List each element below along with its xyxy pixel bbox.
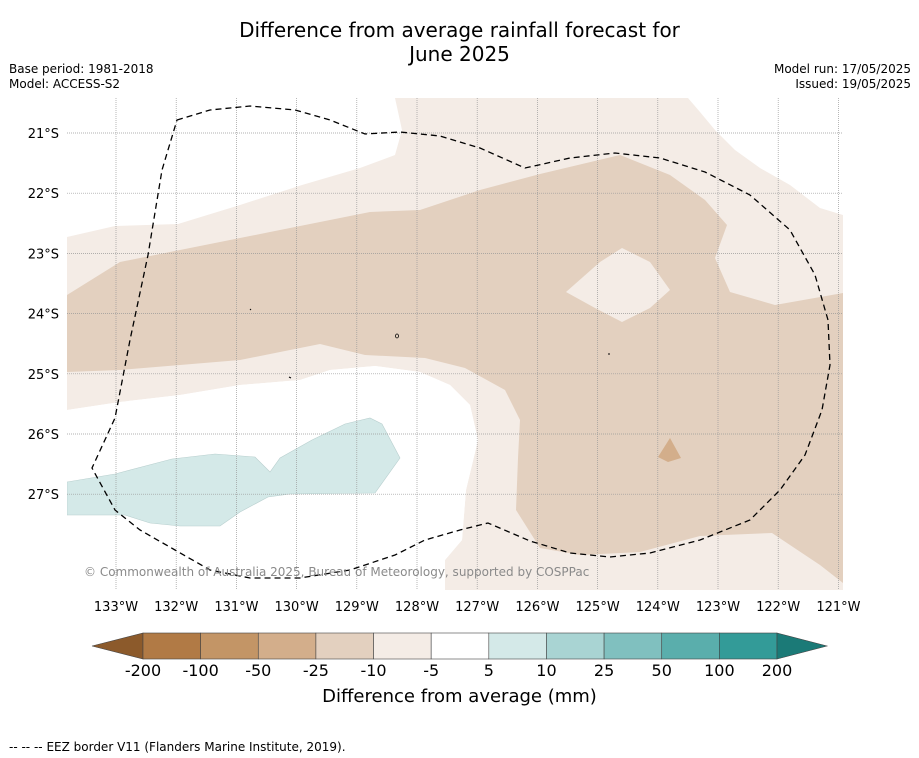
colorbar-segment <box>430 632 490 660</box>
eez-legend-dashes: -- -- -- <box>9 740 43 754</box>
colorbar-segment <box>719 632 778 660</box>
lat-label: 21°S <box>28 127 59 142</box>
lon-label: 123°W <box>696 600 740 615</box>
lon-label: 133°W <box>94 600 138 615</box>
lon-label: 126°W <box>515 600 559 615</box>
lon-label: 130°W <box>275 600 319 615</box>
colorbar-segment <box>373 632 432 660</box>
model-run: Model run: 17/05/2025 <box>773 62 911 76</box>
lon-label: 127°W <box>455 600 499 615</box>
gridlines <box>67 98 843 590</box>
colorbar-tick-label: -100 <box>182 661 218 680</box>
lon-label: 131°W <box>214 600 258 615</box>
colorbar-tick-label: -50 <box>245 661 271 680</box>
colorbar-segment <box>142 632 201 660</box>
eez-border <box>91 105 831 579</box>
lat-label: 23°S <box>28 247 59 262</box>
model-name: Model: ACCESS-S2 <box>9 77 121 91</box>
colorbar-tick-label: 10 <box>536 661 556 680</box>
lon-label: 128°W <box>395 600 439 615</box>
issued-date: Issued: 19/05/2025 <box>795 77 911 91</box>
lat-label: 26°S <box>28 428 59 443</box>
lat-label: 22°S <box>28 187 59 202</box>
colorbar-tick-label: 5 <box>484 661 494 680</box>
rainfall-map: 21°S22°S23°S24°S25°S26°S27°S 133°W 132°W 1… <box>28 98 861 615</box>
chart-title: Difference from average rainfall forecas… <box>0 18 919 66</box>
lon-label: 132°W <box>154 600 198 615</box>
lon-label: 122°W <box>756 600 800 615</box>
colorbar-segment <box>603 632 663 660</box>
colorbar-tick-label: 50 <box>652 661 672 680</box>
colorbar-tick-label: -200 <box>125 661 161 680</box>
title-line-2: June 2025 <box>409 42 510 66</box>
title-line-1: Difference from average rainfall forecas… <box>239 18 680 42</box>
colorbar-segment <box>488 632 547 660</box>
wet-region <box>67 417 401 527</box>
colorbar-extend-low <box>91 632 144 660</box>
neutral-top-right <box>688 98 843 215</box>
lon-label: 129°W <box>335 600 379 615</box>
colorbar-segment <box>257 632 317 660</box>
colorbar-title: Difference from average (mm) <box>322 686 597 707</box>
lat-label: 27°S <box>28 488 59 503</box>
colorbar-segment <box>200 632 259 660</box>
colorbar-segment <box>661 632 720 660</box>
colorbar-segment <box>315 632 374 660</box>
longitude-labels: 133°W 132°W 131°W 130°W 129°W 128°W 127°W 126°W… <box>94 600 861 615</box>
eez-legend-text: EEZ border V11 (Flanders Marine Institut… <box>46 740 346 754</box>
colorbar-extend-high <box>776 632 829 660</box>
eez-legend: -- -- -- EEZ border V11 (Flanders Marine… <box>9 740 346 754</box>
colorbar-tick-label: 200 <box>762 661 793 680</box>
neutral-spot <box>67 98 72 120</box>
lat-label: 24°S <box>28 308 59 323</box>
lon-label: 125°W <box>576 600 620 615</box>
colorbar-segment <box>546 632 605 660</box>
colorbar-tick-label: 100 <box>704 661 735 680</box>
meta-left: Base period: 1981-2018 Model: ACCESS-S2 <box>9 62 154 92</box>
lon-label: 124°W <box>636 600 680 615</box>
colorbar-tick-label: -10 <box>360 661 386 680</box>
latitude-labels: 21°S 22°S 23°S 24°S 25°S 26°S 27°S <box>28 127 59 503</box>
colorbar-tick-label: -5 <box>423 661 439 680</box>
copyright-notice: © Commonwealth of Australia 2025, Bureau… <box>84 565 590 579</box>
island-speck-4 <box>288 376 292 379</box>
lon-label: 121°W <box>816 600 860 615</box>
island-speck <box>249 308 252 311</box>
meta-right: Model run: 17/05/2025 Issued: 19/05/2025 <box>774 62 911 92</box>
colorbar-tick-label: 25 <box>594 661 614 680</box>
island-speck-2 <box>395 333 399 339</box>
dry-dark-spot <box>658 438 681 462</box>
base-period: Base period: 1981-2018 <box>9 62 154 76</box>
colorbar: -200 -100 -50 -25 -10 -5 5 10 25 50 100 200 <box>91 632 829 680</box>
colorbar-tick-label: -25 <box>303 661 329 680</box>
dry-light-patch <box>566 248 670 322</box>
colorbar-ticks: -200 -100 -50 -25 -10 -5 5 10 25 50 100 200 <box>125 661 792 680</box>
colorbar-segments <box>91 632 829 660</box>
lat-label: 25°S <box>28 368 59 383</box>
